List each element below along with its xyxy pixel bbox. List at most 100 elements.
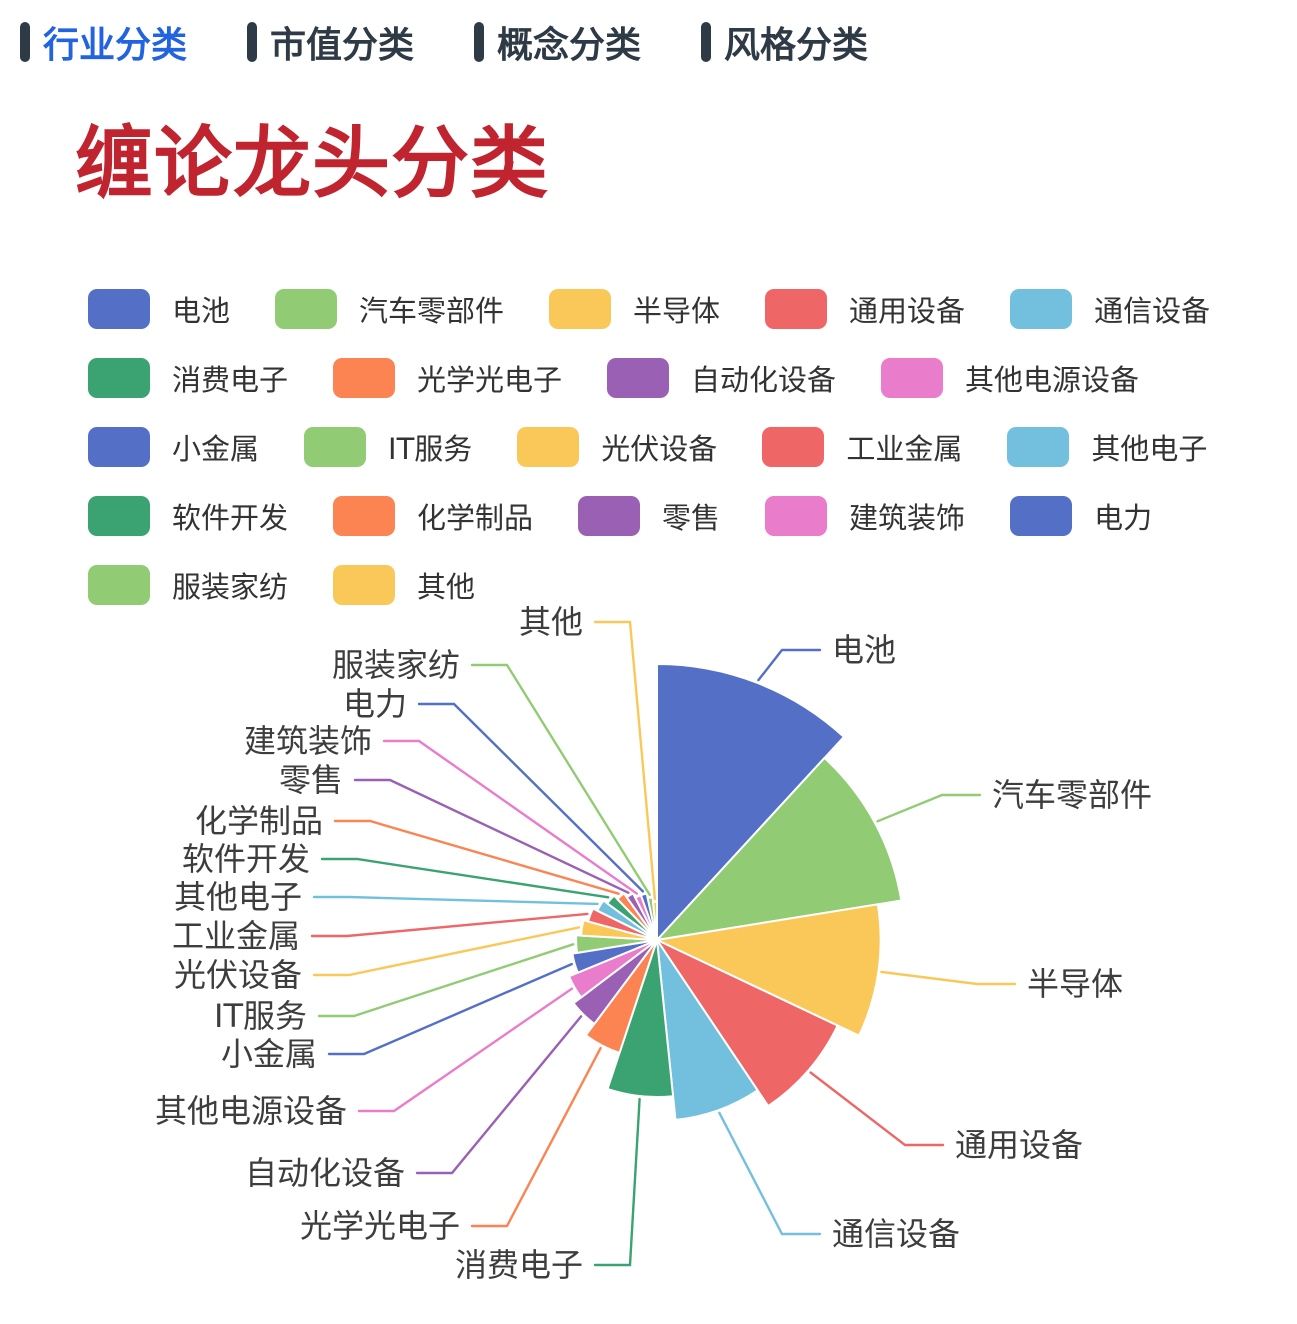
pie-label: 工业金属 — [172, 917, 300, 955]
pie-slice-4[interactable] — [656, 939, 759, 1121]
legend-swatch — [1010, 288, 1073, 329]
legend-label: 其他 — [417, 569, 476, 604]
legend-item[interactable]: 消费电子 — [88, 357, 288, 399]
legend-label: 小金属 — [172, 431, 260, 466]
pie-label-line — [417, 702, 645, 893]
pie-label: 服装家纺 — [332, 646, 460, 684]
legend-item[interactable]: 零售 — [578, 495, 720, 537]
legend-item[interactable]: 光伏设备 — [517, 426, 717, 468]
legend-swatch — [517, 426, 580, 467]
legend-item[interactable]: 小金属 — [88, 426, 259, 468]
pie-slice-9[interactable] — [571, 939, 658, 974]
pie-label: 建筑装饰 — [244, 722, 372, 760]
legend-swatch — [765, 288, 828, 329]
legend-item[interactable]: 通信设备 — [1010, 288, 1210, 330]
pie-label: 其他 — [519, 603, 583, 641]
pie-label: 自动化设备 — [245, 1154, 405, 1192]
legend-swatch — [549, 288, 612, 329]
pie-label-line — [357, 987, 573, 1113]
legend-swatch — [88, 426, 150, 467]
legend-item[interactable]: 自动化设备 — [607, 357, 836, 399]
legend-item[interactable]: 其他电子 — [1007, 426, 1207, 468]
legend-swatch — [607, 357, 670, 398]
legend-swatch — [881, 357, 944, 398]
legend-label: 通用设备 — [849, 293, 966, 328]
pie-slice-3[interactable] — [656, 939, 839, 1108]
legend-swatch — [333, 357, 396, 398]
pie-slice-7[interactable] — [572, 939, 658, 1025]
pie-label: 通信设备 — [832, 1215, 960, 1253]
legend-item[interactable]: 服装家纺 — [88, 564, 288, 606]
tab-label: 概念分类 — [497, 25, 642, 66]
legend-swatch — [304, 426, 367, 467]
pie-label-line — [382, 739, 638, 895]
legend-label: IT服务 — [388, 431, 473, 466]
pie-label-line — [320, 857, 610, 899]
pie-slice-19[interactable] — [646, 896, 658, 941]
legend-swatch — [333, 564, 396, 605]
legend-item[interactable]: 半导体 — [549, 288, 720, 330]
pie-label-line — [353, 778, 630, 894]
pie-slice-20[interactable] — [652, 900, 658, 941]
pie-label: 零售 — [279, 761, 343, 799]
legend-item[interactable]: 其他电源设备 — [881, 357, 1139, 399]
tab-marker-bar — [474, 22, 485, 62]
legend-label: 自动化设备 — [691, 362, 837, 397]
page-title: 缠论龙头分类 — [75, 119, 550, 209]
pie-slice-0[interactable] — [656, 663, 845, 941]
legend-swatch — [765, 495, 828, 536]
pie-slice-14[interactable] — [606, 894, 658, 941]
pie-slice-1[interactable] — [656, 756, 903, 941]
tab-marketcap-classification[interactable]: 市值分类 — [247, 16, 414, 68]
legend-label: 电力 — [1094, 500, 1153, 535]
chart-legend: 电池 汽车零部件 半导体 通用设备 通信设备消费电子 光学光电子 自动化设备 其他电源设备小金… — [88, 288, 1297, 606]
legend-item[interactable]: 化学制品 — [333, 495, 533, 537]
legend-item[interactable]: 其他 — [333, 564, 475, 606]
legend-item[interactable]: 光学光电子 — [333, 357, 562, 399]
legend-label: 其他电源设备 — [965, 362, 1140, 397]
pie-label-line — [593, 1097, 641, 1267]
tab-concept-classification[interactable]: 概念分类 — [474, 16, 641, 68]
legend-label: 零售 — [662, 500, 721, 535]
pie-label-line — [718, 1111, 822, 1236]
legend-label: 消费电子 — [172, 362, 289, 397]
legend-item[interactable]: 电池 — [88, 288, 230, 330]
pie-slice-6[interactable] — [584, 939, 658, 1054]
legend-item[interactable]: 软件开发 — [88, 495, 288, 537]
legend-item[interactable]: 通用设备 — [765, 288, 965, 330]
legend-label: 光学光电子 — [417, 362, 563, 397]
legend-item[interactable]: 工业金属 — [762, 426, 962, 468]
pie-slice-15[interactable] — [616, 892, 658, 941]
tab-industry-classification[interactable]: 行业分类 — [20, 16, 187, 68]
legend-item[interactable]: 汽车零部件 — [275, 288, 504, 330]
pie-slice-16[interactable] — [625, 892, 658, 941]
pie-label: 化学制品 — [195, 802, 323, 840]
legend-item[interactable]: 电力 — [1010, 495, 1152, 537]
pie-label: 汽车零部件 — [992, 776, 1152, 814]
pie-label: 消费电子 — [455, 1246, 583, 1284]
pie-label-line — [593, 620, 657, 901]
pie-label-line — [333, 819, 620, 895]
tab-style-classification[interactable]: 风格分类 — [701, 16, 868, 68]
pie-label-line — [876, 793, 982, 823]
pie-label: 小金属 — [221, 1035, 317, 1073]
legend-label: 汽车零部件 — [359, 293, 505, 328]
pie-slice-8[interactable] — [568, 939, 658, 999]
legend-label: 化学制品 — [417, 500, 534, 535]
legend-swatch — [578, 495, 641, 536]
pie-label: 电池 — [832, 631, 896, 669]
legend-item[interactable]: IT服务 — [304, 426, 472, 468]
pie-label: 半导体 — [1027, 965, 1123, 1003]
legend-swatch — [1010, 495, 1073, 536]
pie-slice-2[interactable] — [656, 903, 882, 1037]
pie-label-line — [757, 648, 822, 682]
pie-slice-5[interactable] — [606, 939, 675, 1098]
legend-label: 半导体 — [633, 293, 721, 328]
legend-swatch — [333, 495, 396, 536]
pie-label: 电力 — [343, 685, 407, 723]
legend-label: 通信设备 — [1094, 293, 1211, 328]
legend-item[interactable]: 建筑装饰 — [765, 495, 965, 537]
tab-label: 风格分类 — [724, 25, 869, 66]
pie-slice-18[interactable] — [639, 892, 658, 941]
